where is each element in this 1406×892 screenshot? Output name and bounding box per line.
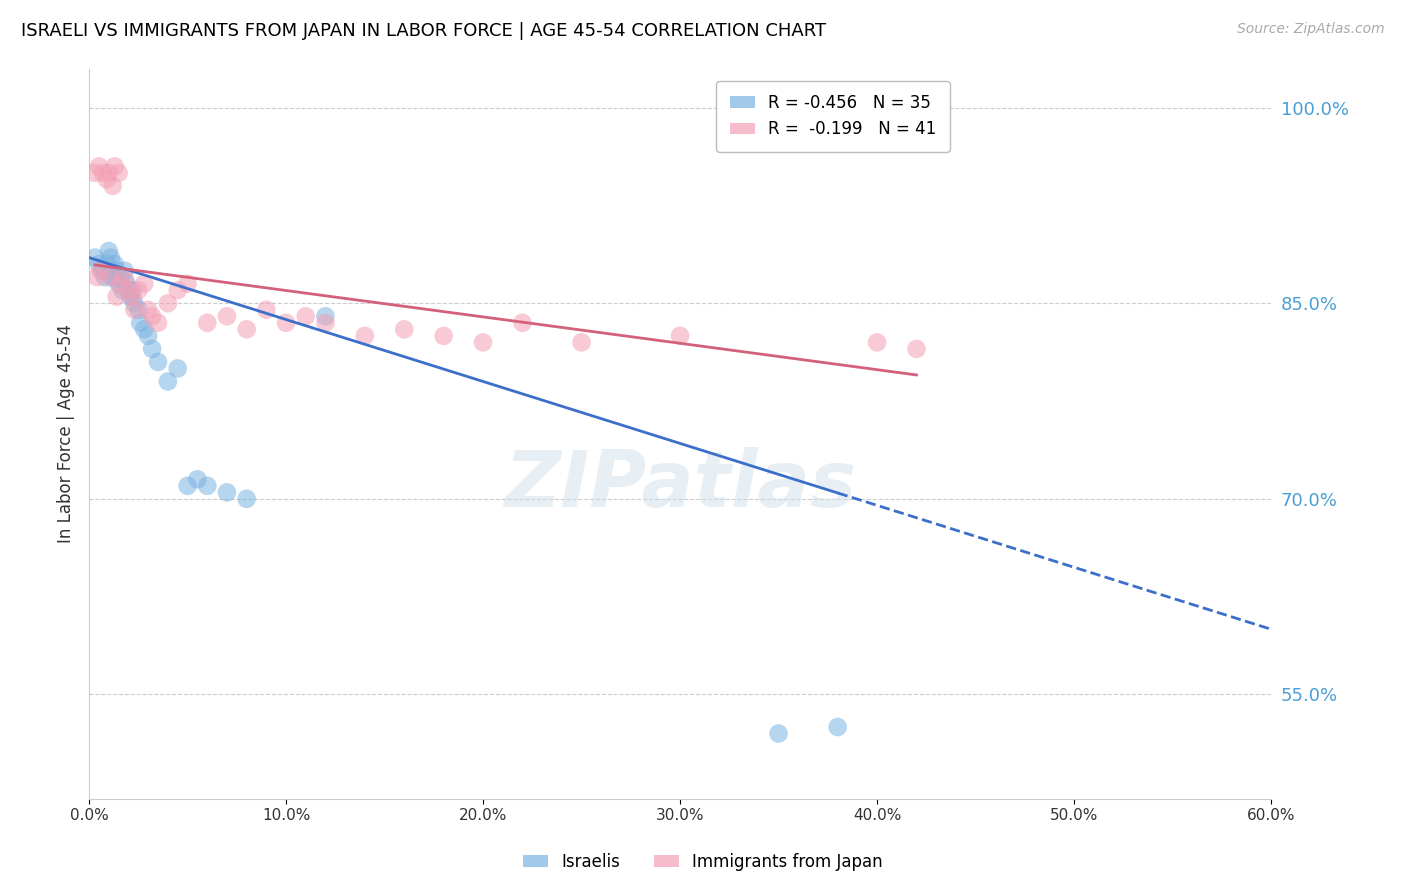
Point	[472, 335, 495, 350]
Point	[84, 166, 107, 180]
Point	[354, 329, 377, 343]
Point	[314, 316, 336, 330]
Point	[96, 257, 118, 271]
Point	[141, 342, 163, 356]
Point	[114, 270, 136, 285]
Point	[96, 172, 118, 186]
Point	[127, 302, 149, 317]
Point	[121, 290, 143, 304]
Point	[156, 296, 179, 310]
Point	[866, 335, 889, 350]
Point	[124, 296, 146, 310]
Point	[294, 310, 316, 324]
Point	[104, 257, 127, 271]
Point	[111, 283, 134, 297]
Point	[215, 485, 238, 500]
Point	[768, 726, 790, 740]
Point	[86, 270, 108, 285]
Point	[134, 322, 156, 336]
Point	[105, 290, 128, 304]
Point	[129, 316, 152, 330]
Point	[114, 263, 136, 277]
Point	[314, 310, 336, 324]
Point	[156, 375, 179, 389]
Point	[274, 316, 297, 330]
Point	[87, 257, 110, 271]
Point	[146, 355, 169, 369]
Point	[127, 283, 149, 297]
Point	[107, 166, 129, 180]
Point	[235, 322, 257, 336]
Point	[101, 178, 124, 193]
Point	[571, 335, 593, 350]
Point	[105, 263, 128, 277]
Point	[110, 270, 132, 285]
Point	[134, 277, 156, 291]
Point	[235, 491, 257, 506]
Point	[195, 316, 218, 330]
Point	[215, 310, 238, 324]
Point	[166, 283, 188, 297]
Point	[110, 277, 132, 291]
Point	[120, 290, 142, 304]
Text: ISRAELI VS IMMIGRANTS FROM JAPAN IN LABOR FORCE | AGE 45-54 CORRELATION CHART: ISRAELI VS IMMIGRANTS FROM JAPAN IN LABO…	[21, 22, 827, 40]
Legend: R = -0.456   N = 35, R =  -0.199   N = 41: R = -0.456 N = 35, R = -0.199 N = 41	[716, 80, 949, 152]
Point	[115, 277, 138, 291]
Point	[254, 302, 277, 317]
Point	[141, 310, 163, 324]
Point	[97, 166, 120, 180]
Point	[394, 322, 416, 336]
Point	[136, 302, 159, 317]
Point	[186, 472, 208, 486]
Point	[827, 720, 849, 734]
Point	[166, 361, 188, 376]
Point	[91, 263, 114, 277]
Point	[101, 270, 124, 285]
Point	[117, 283, 139, 297]
Point	[84, 251, 107, 265]
Y-axis label: In Labor Force | Age 45-54: In Labor Force | Age 45-54	[58, 324, 75, 543]
Text: Source: ZipAtlas.com: Source: ZipAtlas.com	[1237, 22, 1385, 37]
Point	[136, 329, 159, 343]
Point	[512, 316, 534, 330]
Point	[433, 329, 456, 343]
Point	[195, 479, 218, 493]
Point	[905, 342, 928, 356]
Point	[104, 159, 127, 173]
Point	[124, 302, 146, 317]
Point	[100, 251, 122, 265]
Point	[176, 277, 198, 291]
Legend: Israelis, Immigrants from Japan: Israelis, Immigrants from Japan	[515, 845, 891, 880]
Point	[146, 316, 169, 330]
Point	[97, 244, 120, 258]
Point	[107, 277, 129, 291]
Point	[100, 270, 122, 285]
Point	[94, 270, 117, 285]
Point	[121, 283, 143, 297]
Text: ZIPatlas: ZIPatlas	[503, 447, 856, 523]
Point	[669, 329, 692, 343]
Point	[117, 283, 139, 297]
Point	[91, 166, 114, 180]
Point	[176, 479, 198, 493]
Point	[90, 263, 112, 277]
Point	[87, 159, 110, 173]
